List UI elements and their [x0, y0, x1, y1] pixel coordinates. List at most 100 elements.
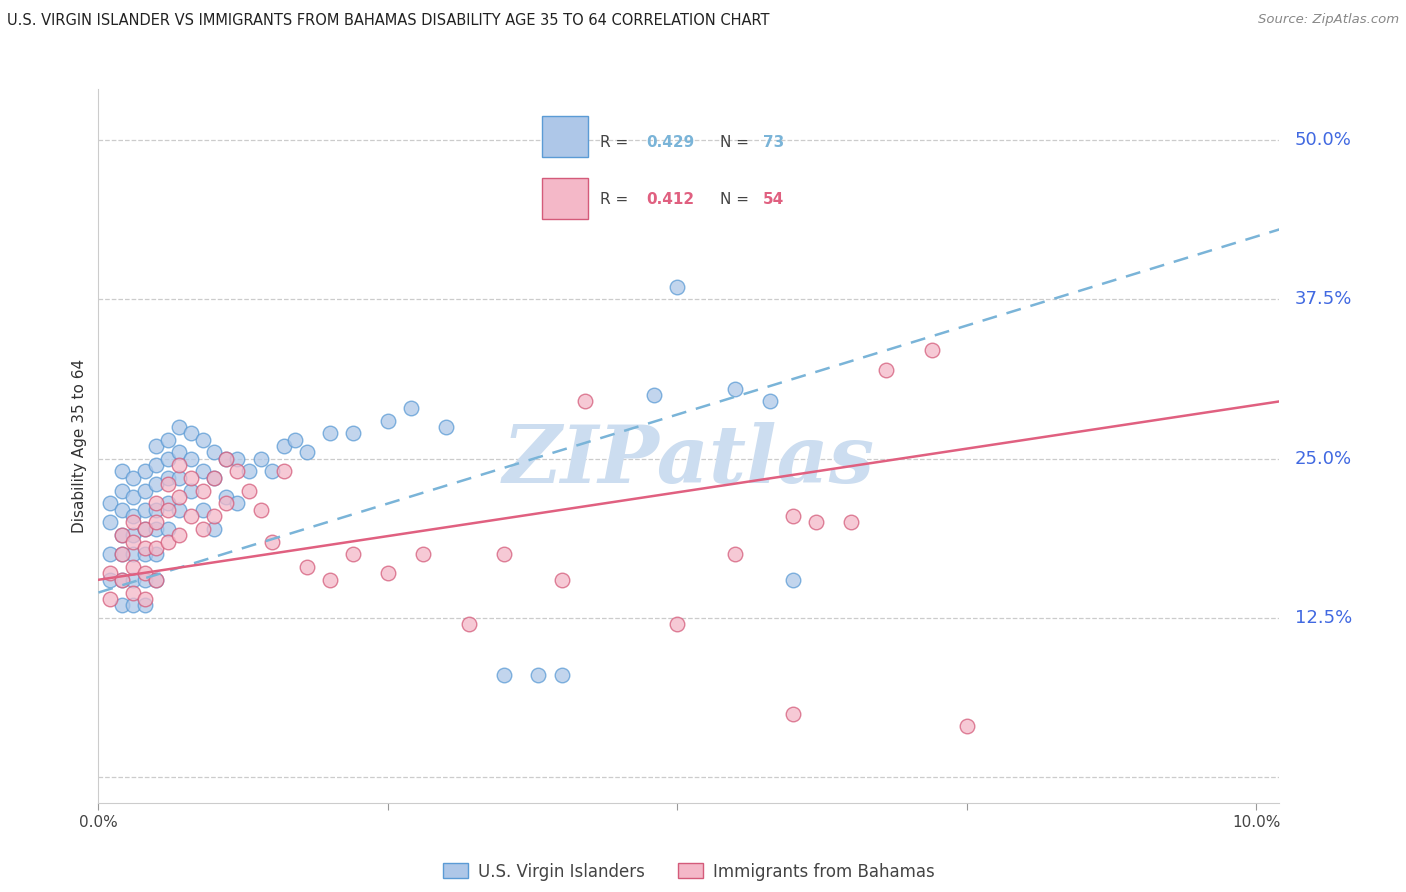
Point: [399, 401, 422, 415]
Point: [434, 420, 457, 434]
Point: [191, 433, 214, 447]
Point: [145, 522, 167, 536]
Point: [122, 599, 145, 613]
Point: [782, 706, 804, 721]
Point: [145, 516, 167, 530]
Point: [215, 496, 238, 510]
Point: [169, 528, 191, 542]
Point: [377, 413, 399, 427]
Point: [110, 573, 132, 587]
Point: [134, 522, 156, 536]
Point: [191, 522, 214, 536]
Point: [98, 496, 121, 510]
Point: [134, 483, 156, 498]
Point: [492, 668, 515, 682]
Point: [110, 502, 132, 516]
Point: [319, 573, 342, 587]
Point: [180, 451, 202, 466]
Text: ZIPatlas: ZIPatlas: [503, 422, 875, 499]
Point: [156, 534, 179, 549]
Point: [238, 465, 260, 479]
Text: Source: ZipAtlas.com: Source: ZipAtlas.com: [1258, 13, 1399, 27]
Point: [550, 668, 572, 682]
Point: [249, 502, 271, 516]
Point: [145, 458, 167, 472]
Point: [550, 573, 572, 587]
Point: [643, 388, 665, 402]
Point: [215, 490, 238, 504]
Point: [295, 560, 318, 574]
Point: [226, 465, 249, 479]
Point: [122, 528, 145, 542]
Point: [956, 719, 979, 733]
Point: [145, 496, 167, 510]
Point: [215, 451, 238, 466]
Point: [169, 490, 191, 504]
Point: [169, 458, 191, 472]
Point: [782, 509, 804, 524]
Point: [145, 502, 167, 516]
Point: [666, 279, 689, 293]
Point: [169, 471, 191, 485]
Point: [458, 617, 481, 632]
Point: [134, 547, 156, 561]
Point: [156, 522, 179, 536]
Point: [145, 573, 167, 587]
Point: [284, 433, 307, 447]
Point: [191, 483, 214, 498]
Point: [145, 541, 167, 555]
Point: [262, 534, 284, 549]
Point: [180, 483, 202, 498]
Point: [110, 547, 132, 561]
Text: U.S. VIRGIN ISLANDER VS IMMIGRANTS FROM BAHAMAS DISABILITY AGE 35 TO 64 CORRELAT: U.S. VIRGIN ISLANDER VS IMMIGRANTS FROM …: [7, 13, 769, 29]
Point: [492, 547, 515, 561]
Point: [806, 516, 828, 530]
Point: [110, 465, 132, 479]
Point: [759, 394, 782, 409]
Point: [202, 445, 225, 459]
Point: [122, 573, 145, 587]
Point: [527, 668, 550, 682]
Point: [134, 465, 156, 479]
Point: [666, 617, 689, 632]
Point: [122, 560, 145, 574]
Point: [273, 439, 295, 453]
Point: [262, 465, 284, 479]
Point: [191, 465, 214, 479]
Point: [110, 599, 132, 613]
Point: [156, 451, 179, 466]
Point: [156, 477, 179, 491]
Point: [122, 585, 145, 599]
Point: [782, 573, 804, 587]
Point: [724, 547, 747, 561]
Point: [145, 547, 167, 561]
Point: [156, 496, 179, 510]
Point: [169, 502, 191, 516]
Point: [156, 433, 179, 447]
Point: [134, 591, 156, 606]
Point: [134, 522, 156, 536]
Point: [226, 451, 249, 466]
Point: [156, 502, 179, 516]
Point: [134, 566, 156, 581]
Point: [273, 465, 295, 479]
Point: [295, 445, 318, 459]
Point: [191, 502, 214, 516]
Point: [98, 547, 121, 561]
Point: [110, 547, 132, 561]
Point: [180, 426, 202, 441]
Point: [342, 547, 364, 561]
Text: 50.0%: 50.0%: [1295, 131, 1351, 149]
Point: [412, 547, 434, 561]
Point: [134, 573, 156, 587]
Point: [202, 471, 225, 485]
Point: [202, 522, 225, 536]
Point: [202, 471, 225, 485]
Point: [98, 591, 121, 606]
Point: [122, 547, 145, 561]
Point: [238, 483, 260, 498]
Point: [122, 509, 145, 524]
Point: [98, 516, 121, 530]
Point: [202, 509, 225, 524]
Text: 37.5%: 37.5%: [1295, 291, 1353, 309]
